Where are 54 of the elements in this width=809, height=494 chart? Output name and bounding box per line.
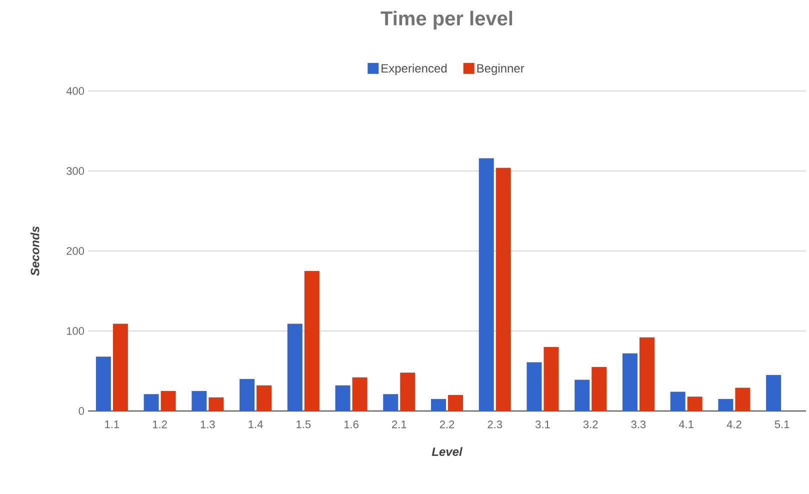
x-tick-label: 1.3 (200, 420, 215, 428)
bar (335, 385, 350, 411)
x-tick-label: 3.1 (536, 420, 550, 428)
x-tick-label: 1.5 (296, 420, 311, 428)
bar (96, 356, 111, 411)
bar (383, 394, 398, 411)
bar (112, 324, 128, 411)
x-tick-label: 3.3 (631, 420, 646, 428)
x-tick-label: 3.2 (583, 420, 598, 428)
bar (622, 353, 638, 411)
y-tick-label: 400 (66, 87, 84, 95)
chart-title: Time per level (380, 10, 512, 30)
y-axis-title: Seconds (30, 226, 40, 276)
bar (448, 394, 464, 411)
bar (304, 270, 320, 411)
bar (639, 337, 654, 411)
legend-label: Beginner (477, 64, 524, 75)
bar (352, 377, 368, 411)
bar (256, 385, 272, 411)
x-tick-label: 2.2 (440, 420, 454, 428)
y-tick-label: 300 (66, 167, 84, 175)
bar (160, 390, 176, 411)
x-axis-title: Level (432, 447, 463, 456)
bar (208, 397, 224, 411)
bar (735, 388, 750, 411)
legend-label: Experienced (382, 64, 447, 75)
bar (287, 324, 302, 411)
x-tick-label: 1.6 (344, 420, 358, 428)
bar (766, 374, 782, 411)
bar (144, 394, 159, 411)
bar (544, 346, 559, 411)
bar (592, 366, 607, 411)
bar (192, 390, 207, 411)
y-tick-label: 200 (66, 247, 84, 255)
x-tick-label: 2.1 (392, 420, 406, 428)
y-tick-label: 100 (66, 327, 84, 335)
x-tick-label: 5.1 (774, 420, 790, 428)
bar (400, 372, 416, 411)
x-tick-label: 1.1 (105, 420, 120, 428)
x-tick-label: 1.4 (248, 420, 263, 428)
x-tick-label: 1.2 (152, 420, 167, 428)
bar (526, 362, 542, 411)
x-tick-label: 4.1 (678, 420, 694, 428)
bar (496, 168, 511, 411)
bar (478, 158, 494, 411)
bar (687, 396, 702, 411)
y-tick-label: 0 (78, 407, 84, 415)
x-tick-label: 4.2 (726, 420, 742, 428)
bar (670, 392, 686, 411)
bar (431, 398, 446, 411)
bar (574, 380, 590, 411)
bar (718, 398, 734, 411)
x-tick-label: 2.3 (488, 420, 502, 428)
bar (240, 378, 255, 411)
